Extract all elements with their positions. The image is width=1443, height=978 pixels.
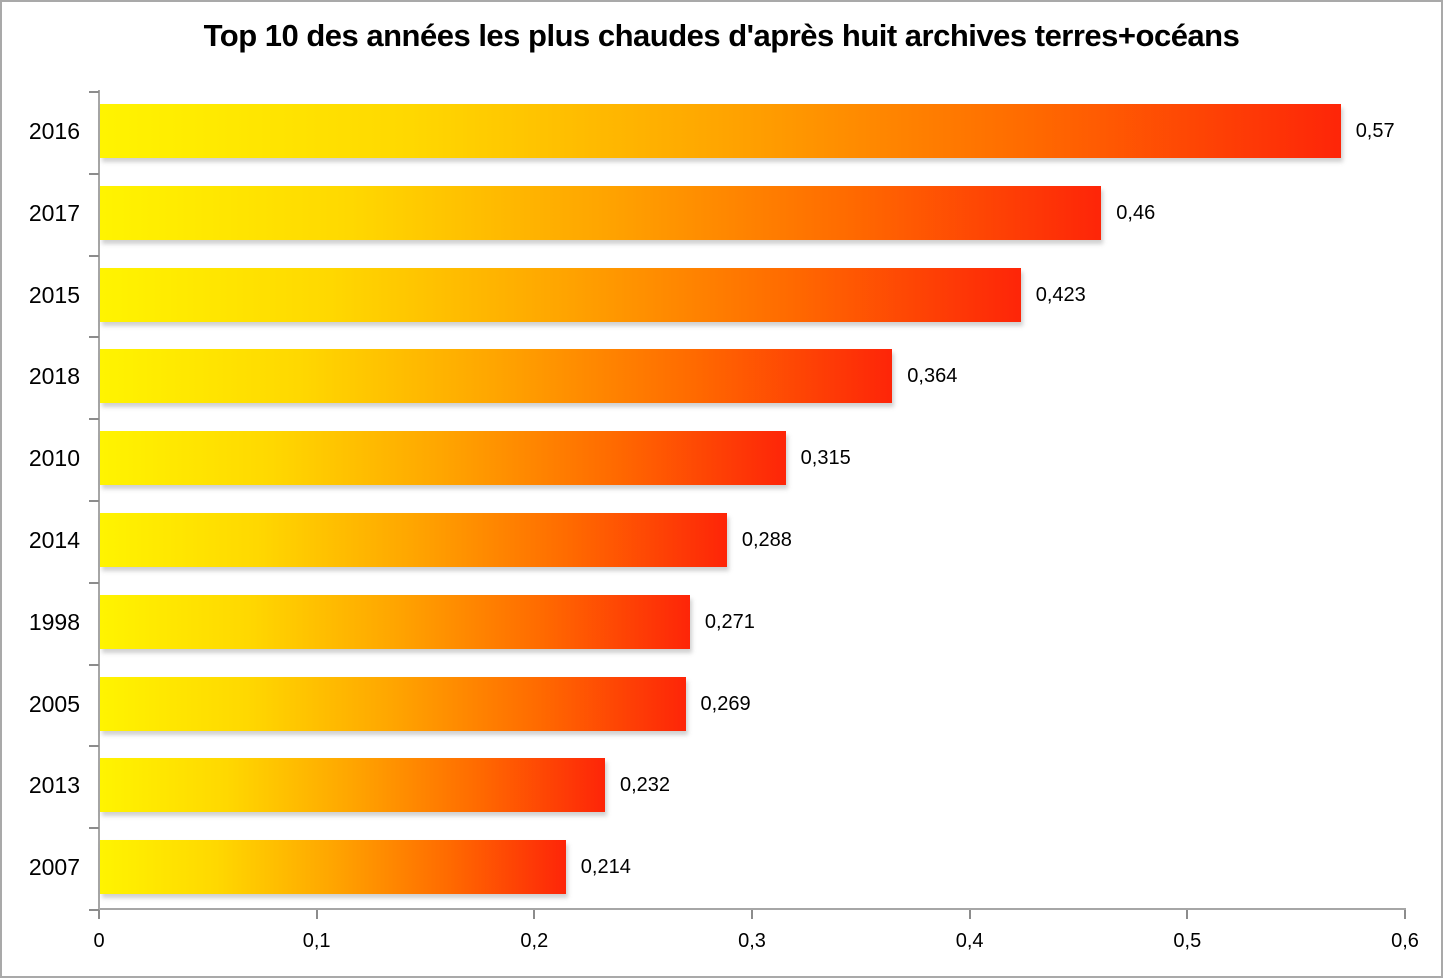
y-axis-line (98, 90, 100, 910)
y-axis-label: 2010 (28, 445, 80, 472)
x-axis-tick (1186, 910, 1189, 919)
bar (100, 349, 893, 404)
y-axis-tick (89, 336, 99, 339)
x-axis-label: 0,4 (955, 930, 984, 952)
bar (100, 431, 786, 486)
bar-value-label: 0,271 (704, 610, 755, 633)
bar (100, 104, 1341, 158)
y-axis-tick (89, 663, 99, 666)
x-axis-label: 0,3 (738, 930, 766, 952)
x-axis-label: 0,2 (520, 930, 549, 952)
y-axis-label: 2018 (28, 363, 80, 390)
chart-title: Top 10 des années les plus chaudes d'apr… (203, 18, 1240, 53)
bar (100, 267, 1021, 322)
x-axis-tick (1404, 910, 1406, 919)
y-axis-label: 2013 (28, 772, 80, 799)
y-axis-label: 2014 (28, 527, 80, 553)
y-axis-tick (89, 581, 99, 584)
bar-value-label: 0,364 (907, 365, 958, 388)
bar-value-label: 0,288 (741, 529, 792, 551)
bar (100, 676, 686, 731)
bar (100, 758, 605, 813)
y-axis-tick (89, 500, 99, 502)
x-axis-label: 0 (93, 930, 105, 952)
x-axis-tick (98, 910, 100, 919)
x-axis-label: 0,5 (1173, 930, 1202, 952)
y-axis-label: 2016 (28, 118, 80, 144)
x-axis-tick (533, 910, 536, 919)
bar (100, 185, 1102, 240)
x-axis-tick (315, 910, 318, 919)
bar-value-label: 0,315 (800, 447, 851, 470)
x-axis-label: 0,1 (302, 930, 331, 952)
bar (100, 594, 690, 649)
bar-value-label: 0,214 (580, 856, 631, 879)
x-axis-label: 0,6 (1391, 930, 1419, 952)
y-axis-tick (89, 827, 99, 830)
bar-value-label: 0,232 (619, 774, 671, 797)
x-axis-line (98, 908, 1406, 910)
y-axis-tick (89, 91, 99, 93)
y-axis-label: 2007 (28, 854, 80, 881)
y-axis-tick (89, 418, 99, 421)
y-axis-label: 2015 (28, 281, 80, 308)
y-axis-label: 2017 (28, 199, 80, 226)
y-axis-tick (89, 254, 99, 257)
y-axis-tick (89, 745, 99, 748)
y-axis-label: 1998 (28, 608, 80, 635)
bar-value-label: 0,423 (1035, 283, 1086, 306)
bar (100, 840, 566, 895)
bar-value-label: 0,46 (1116, 201, 1156, 224)
bar-value-label: 0,269 (700, 692, 751, 715)
x-axis-tick (751, 910, 753, 919)
y-axis-tick (89, 172, 99, 175)
bar-value-label: 0,57 (1355, 120, 1395, 142)
bar (100, 513, 727, 567)
x-axis-tick (968, 910, 971, 919)
y-axis-label: 2005 (28, 690, 80, 717)
y-axis-tick (89, 909, 99, 911)
